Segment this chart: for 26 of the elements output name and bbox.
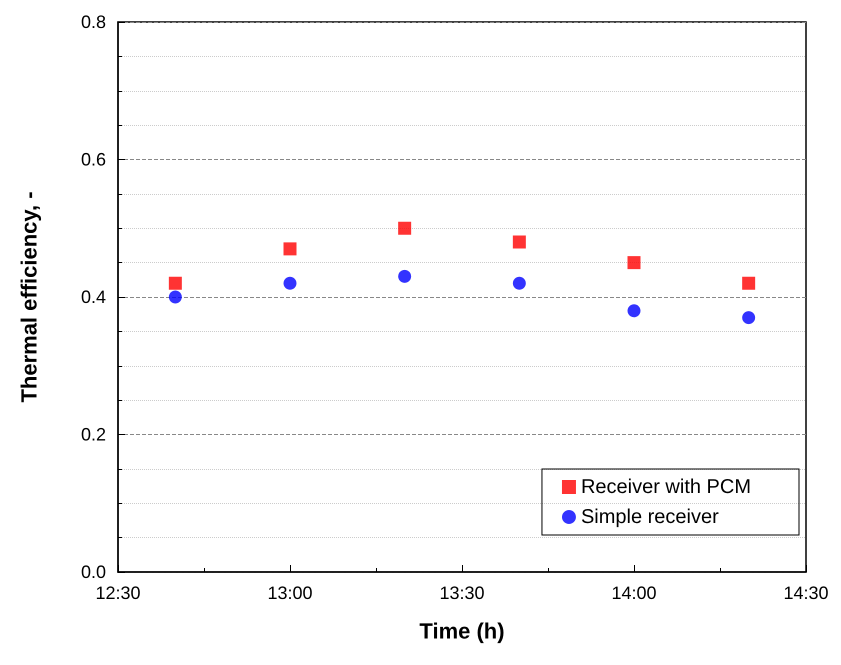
y-tick-label: 0.0 xyxy=(80,562,106,582)
x-tick-label: 14:00 xyxy=(611,583,657,603)
point xyxy=(284,242,296,256)
y-axis-title: Thermal efficiency, - xyxy=(16,191,42,403)
point xyxy=(742,276,756,290)
point xyxy=(512,276,526,290)
point xyxy=(742,311,756,324)
x-tick-label: 14:30 xyxy=(783,583,829,603)
point xyxy=(168,290,182,304)
point xyxy=(398,222,412,235)
y-tick-label: 0.6 xyxy=(80,150,106,170)
point xyxy=(398,270,412,283)
x-tick-label: 13:00 xyxy=(267,583,313,603)
point xyxy=(168,276,182,290)
x-tick-label: 13:30 xyxy=(439,583,485,603)
point xyxy=(628,256,640,270)
legend-label: Simple receiver xyxy=(580,506,720,528)
x-tick-label: 12:30 xyxy=(95,583,141,603)
point xyxy=(512,236,526,248)
point xyxy=(284,276,296,290)
y-tick-label: 0.8 xyxy=(80,12,106,32)
point xyxy=(628,304,640,318)
legend-label: Receiver with PCM xyxy=(580,476,752,498)
y-tick-label: 0.2 xyxy=(80,424,106,444)
x-axis-title: Time (h) xyxy=(419,618,505,644)
y-tick-label: 0.4 xyxy=(80,287,106,307)
